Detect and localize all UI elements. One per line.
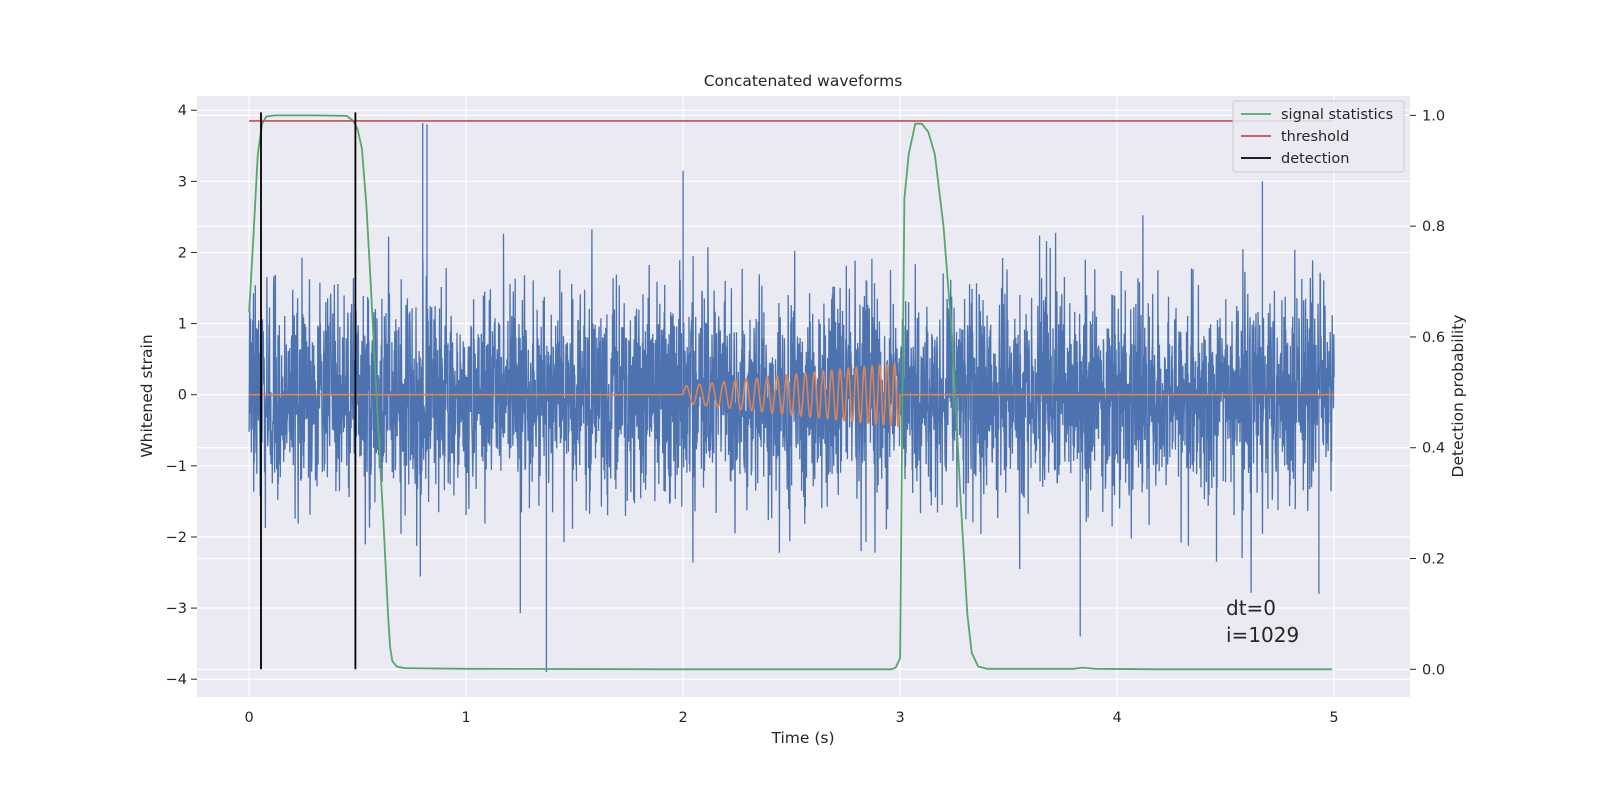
y-right-tick-label: 0.2: [1422, 552, 1445, 568]
y-right-tick-label: 0.0: [1422, 662, 1445, 678]
y-axis-label: Whitened strain: [138, 334, 156, 457]
y-axis-right-label: Detection probability: [1449, 315, 1467, 478]
y-right-tick-label: 1.0: [1422, 108, 1445, 124]
signal-statistics-series: [248, 114, 1332, 671]
x-tick-label: 4: [1112, 710, 1121, 726]
y-right-tick-label: 0.4: [1422, 441, 1445, 457]
y-tick-label: 3: [178, 174, 187, 190]
y-tick-label: 4: [178, 103, 187, 119]
legend-box: [1232, 100, 1405, 173]
x-axis-ticks: 0 1 2 3 4 5: [244, 710, 1338, 726]
legend: signal statistics threshold detection: [1232, 100, 1405, 173]
y-tick-label: 1: [178, 317, 187, 333]
y-axis-right-ticks: 0.0 0.2 0.4 0.6 0.8 1.0: [1410, 108, 1445, 678]
x-tick-label: 3: [895, 710, 904, 726]
x-tick-label: 0: [244, 710, 253, 726]
y-tick-label: 0: [178, 388, 187, 404]
y-right-tick-label: 0.8: [1422, 219, 1445, 235]
template-series: [249, 361, 1335, 428]
annotation-i: i=1029: [1226, 623, 1299, 647]
legend-label-threshold: threshold: [1281, 129, 1349, 145]
detection-series: [260, 112, 357, 670]
legend-label-detection: detection: [1281, 151, 1349, 167]
y-right-tick-label: 0.6: [1422, 330, 1445, 346]
x-axis-label: Time (s): [770, 729, 834, 747]
chart-title: Concatenated waveforms: [704, 72, 903, 90]
y-tick-label: −1: [166, 459, 187, 475]
y-tick-label: 2: [178, 245, 187, 261]
annotation-dt: dt=0: [1226, 596, 1276, 620]
y-tick-label: −2: [166, 530, 187, 546]
strain-series: [248, 123, 1335, 673]
x-tick-label: 2: [678, 710, 687, 726]
y-axis-ticks: −4 −3 −2 −1 0 1 2 3 4: [166, 103, 197, 688]
x-tick-label: 1: [461, 710, 470, 726]
x-tick-label: 5: [1329, 710, 1338, 726]
plot-lines: [248, 112, 1335, 673]
legend-label-signal-statistics: signal statistics: [1281, 107, 1393, 123]
y-tick-label: −4: [166, 672, 187, 688]
y-tick-label: −3: [166, 601, 187, 617]
